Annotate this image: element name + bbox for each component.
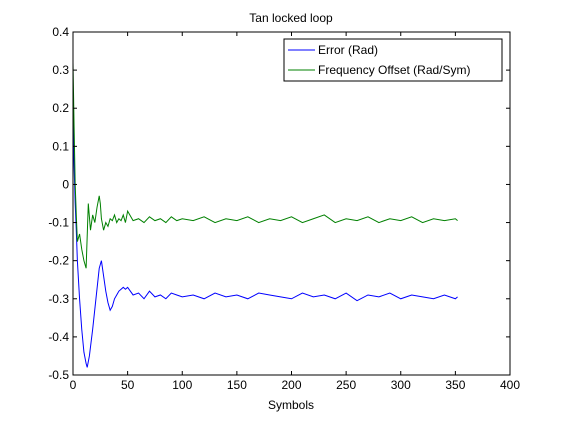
x-tick-label: 150 [227, 378, 247, 392]
x-tick-label: 350 [445, 378, 465, 392]
x-tick-label: 400 [500, 378, 520, 392]
chart-title: Tan locked loop [249, 11, 333, 25]
x-axis-label: Symbols [268, 398, 314, 412]
y-tick-label: 0.4 [52, 25, 69, 39]
x-tick-label: 50 [121, 378, 135, 392]
series-line-1 [72, 62, 458, 269]
legend-label-error: Error (Rad) [318, 43, 378, 57]
axes-background [73, 32, 510, 375]
y-tick-label: -0.2 [48, 254, 69, 268]
y-tick-label: 0.3 [52, 63, 69, 77]
y-tick-label: -0.4 [48, 330, 69, 344]
x-tick-label: 0 [70, 378, 77, 392]
x-tick-label: 200 [281, 378, 301, 392]
y-tick-label: 0.2 [52, 101, 69, 115]
legend-box [283, 38, 503, 82]
x-tick-label: 300 [391, 378, 411, 392]
tick-layer: 0 50 100 150 200 250 300 350 4000.40.30.20.10-0.… [48, 25, 520, 392]
y-tick-label: -0.5 [48, 368, 69, 382]
x-tick-label: 100 [172, 378, 192, 392]
series-layer [72, 62, 458, 368]
legend-label-frequency-offset: Frequency Offset (Rad/Sym) [318, 63, 471, 77]
y-tick-label: 0.1 [52, 139, 69, 153]
y-tick-label: -0.3 [48, 292, 69, 306]
y-tick-label: 0 [62, 177, 69, 191]
legend: Error (Rad) Frequency Offset (Rad/Sym) [283, 38, 503, 82]
x-tick-label: 250 [336, 378, 356, 392]
series-line-0 [72, 100, 458, 368]
y-tick-label: -0.1 [48, 216, 69, 230]
